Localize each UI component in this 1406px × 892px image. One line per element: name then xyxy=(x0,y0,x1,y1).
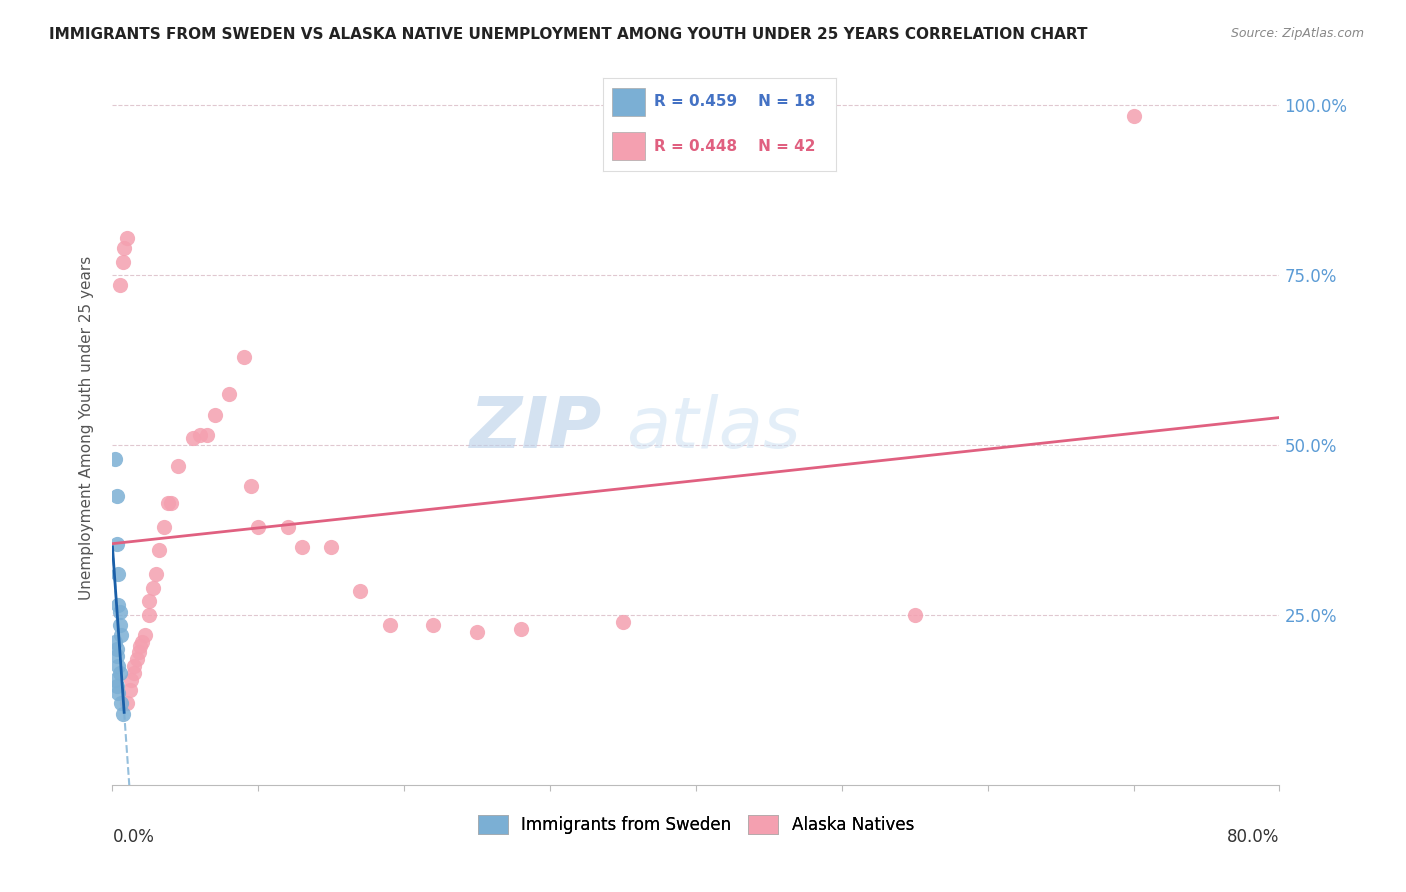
Point xyxy=(107,659,129,673)
Point xyxy=(112,241,135,255)
Point xyxy=(509,622,531,636)
Point xyxy=(107,567,129,582)
Point xyxy=(321,540,343,554)
Point xyxy=(218,387,240,401)
Text: Source: ZipAtlas.com: Source: ZipAtlas.com xyxy=(1230,27,1364,40)
Point xyxy=(107,686,129,700)
Point xyxy=(167,458,190,473)
Point xyxy=(129,639,152,653)
Point xyxy=(105,680,128,694)
Point xyxy=(152,519,174,533)
Point xyxy=(115,231,138,245)
Point xyxy=(120,673,142,687)
Point xyxy=(291,540,314,554)
Point xyxy=(105,642,128,657)
Point xyxy=(108,665,131,680)
Point xyxy=(108,618,131,632)
Point xyxy=(105,489,128,503)
Text: 80.0%: 80.0% xyxy=(1227,828,1279,846)
Y-axis label: Unemployment Among Youth under 25 years: Unemployment Among Youth under 25 years xyxy=(79,256,94,600)
Point xyxy=(904,608,927,623)
Point xyxy=(108,605,131,619)
Text: atlas: atlas xyxy=(626,393,800,463)
Text: ZIP: ZIP xyxy=(471,393,603,463)
Point xyxy=(127,652,149,666)
Point xyxy=(188,428,211,442)
Point xyxy=(195,428,218,442)
Point xyxy=(612,615,634,629)
Point xyxy=(181,431,204,445)
Legend: Immigrants from Sweden, Alaska Natives: Immigrants from Sweden, Alaska Natives xyxy=(471,808,921,841)
Point xyxy=(138,608,160,623)
Point xyxy=(156,496,179,510)
Point xyxy=(240,479,263,493)
Point xyxy=(110,628,132,642)
Text: 0.0%: 0.0% xyxy=(112,828,155,846)
Point xyxy=(131,635,153,649)
Point xyxy=(110,697,132,711)
Point xyxy=(118,682,141,697)
Point xyxy=(111,706,134,721)
Point xyxy=(124,665,146,680)
Point xyxy=(124,659,146,673)
Point xyxy=(104,673,127,687)
Point xyxy=(160,496,183,510)
Point xyxy=(148,543,170,558)
Point xyxy=(276,519,298,533)
Point xyxy=(138,594,160,608)
Point xyxy=(465,625,488,640)
Point xyxy=(349,584,371,599)
Point xyxy=(107,598,129,612)
Point xyxy=(247,519,270,533)
Point xyxy=(115,697,138,711)
Point xyxy=(142,581,165,595)
Point xyxy=(378,618,401,632)
Point xyxy=(104,451,127,466)
Point xyxy=(105,537,128,551)
Point xyxy=(134,628,156,642)
Point xyxy=(422,618,444,632)
Point xyxy=(105,648,128,663)
Point xyxy=(104,635,127,649)
Point xyxy=(128,645,150,659)
Point xyxy=(1122,109,1144,123)
Point xyxy=(232,350,254,364)
Point xyxy=(145,567,167,582)
Point xyxy=(111,254,134,268)
Point xyxy=(204,408,226,422)
Point xyxy=(108,278,131,293)
Text: IMMIGRANTS FROM SWEDEN VS ALASKA NATIVE UNEMPLOYMENT AMONG YOUTH UNDER 25 YEARS : IMMIGRANTS FROM SWEDEN VS ALASKA NATIVE … xyxy=(49,27,1088,42)
